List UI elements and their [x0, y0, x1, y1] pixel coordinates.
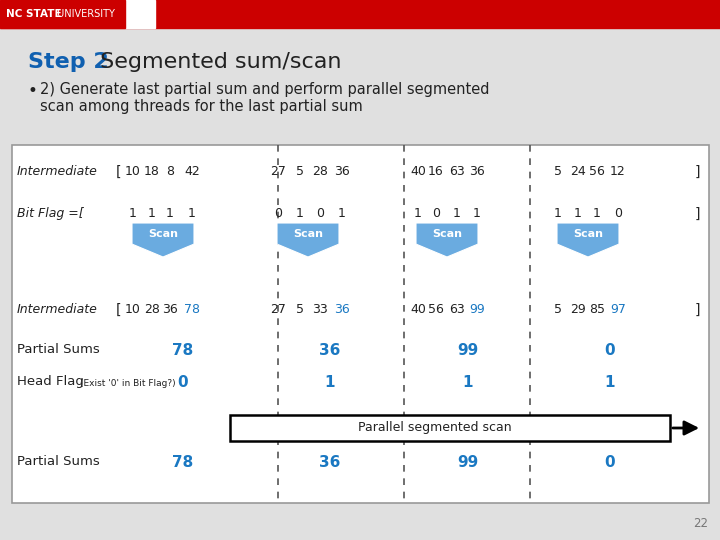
Text: 0: 0: [316, 207, 324, 220]
Text: 36: 36: [319, 455, 341, 470]
Text: ]: ]: [695, 303, 700, 317]
Text: [: [: [116, 303, 122, 317]
Text: 1: 1: [148, 207, 156, 220]
Text: 99: 99: [457, 343, 479, 358]
Text: 36: 36: [319, 343, 341, 358]
Bar: [230, 415, 670, 441]
Polygon shape: [277, 223, 339, 257]
Text: 1: 1: [574, 207, 582, 220]
Text: 40: 40: [410, 165, 426, 178]
Text: 40: 40: [410, 303, 426, 316]
Bar: [0, 0, 155, 28]
Text: Parallel segmented scan: Parallel segmented scan: [358, 422, 512, 435]
Text: 78: 78: [172, 343, 194, 358]
Text: 24: 24: [570, 165, 586, 178]
Text: (Exist '0' in Bit Flag?): (Exist '0' in Bit Flag?): [80, 379, 176, 388]
Text: 1: 1: [473, 207, 481, 220]
Text: 27: 27: [270, 165, 286, 178]
Text: 1: 1: [296, 207, 304, 220]
Text: 36: 36: [334, 303, 350, 316]
Text: 36: 36: [469, 165, 485, 178]
Text: Scan: Scan: [432, 228, 462, 239]
Text: Scan: Scan: [293, 228, 323, 239]
Text: 0: 0: [178, 375, 189, 390]
Text: NC STATE: NC STATE: [6, 9, 62, 19]
Text: 56: 56: [428, 303, 444, 316]
Text: scan among threads for the last partial sum: scan among threads for the last partial …: [40, 99, 363, 114]
Text: Segmented sum/scan: Segmented sum/scan: [93, 52, 341, 72]
Text: 78: 78: [172, 455, 194, 470]
Text: Intermediate: Intermediate: [17, 165, 98, 178]
Text: 12: 12: [610, 165, 626, 178]
Text: 0: 0: [605, 343, 616, 358]
Text: Step 2: Step 2: [28, 52, 109, 72]
Text: 1: 1: [554, 207, 562, 220]
Text: 1: 1: [129, 207, 137, 220]
Text: [: [: [116, 165, 122, 179]
Text: 28: 28: [144, 303, 160, 316]
Text: Scan: Scan: [148, 228, 178, 239]
Text: 0: 0: [614, 207, 622, 220]
Polygon shape: [132, 223, 194, 257]
Text: Intermediate: Intermediate: [17, 303, 98, 316]
Text: 1: 1: [166, 207, 174, 220]
Text: 33: 33: [312, 303, 328, 316]
Text: 29: 29: [570, 303, 586, 316]
Bar: [0, 0, 720, 28]
Text: ]: ]: [695, 165, 700, 179]
Text: 0: 0: [605, 455, 616, 470]
Text: 1: 1: [338, 207, 346, 220]
Text: 10: 10: [125, 165, 141, 178]
Text: Bit Flag =[: Bit Flag =[: [17, 207, 84, 220]
Text: 0: 0: [274, 207, 282, 220]
Text: 56: 56: [589, 165, 605, 178]
Text: 85: 85: [589, 303, 605, 316]
Text: 10: 10: [125, 303, 141, 316]
Text: 1: 1: [325, 375, 336, 390]
Text: 78: 78: [184, 303, 200, 316]
Text: UNIVERSITY: UNIVERSITY: [54, 9, 115, 19]
Bar: [12, 145, 709, 503]
Text: 27: 27: [270, 303, 286, 316]
Text: 18: 18: [144, 165, 160, 178]
Text: 63: 63: [449, 165, 465, 178]
Text: 5: 5: [296, 165, 304, 178]
Text: 1: 1: [453, 207, 461, 220]
Text: 97: 97: [610, 303, 626, 316]
Text: 1: 1: [414, 207, 422, 220]
Polygon shape: [416, 223, 478, 257]
Text: 42: 42: [184, 165, 200, 178]
Text: 1: 1: [188, 207, 196, 220]
Text: 36: 36: [162, 303, 178, 316]
Text: ]: ]: [695, 207, 700, 221]
Bar: [0, 0, 125, 28]
Polygon shape: [557, 223, 619, 257]
Text: 5: 5: [554, 303, 562, 316]
Text: Head Flag: Head Flag: [17, 375, 84, 388]
Text: Partial Sums: Partial Sums: [17, 455, 100, 468]
Text: Partial Sums: Partial Sums: [17, 343, 100, 356]
Text: 16: 16: [428, 165, 444, 178]
Text: 1: 1: [593, 207, 601, 220]
Text: 5: 5: [554, 165, 562, 178]
Text: 8: 8: [166, 165, 174, 178]
Text: 1: 1: [605, 375, 616, 390]
Text: 63: 63: [449, 303, 465, 316]
Text: 5: 5: [296, 303, 304, 316]
Text: 28: 28: [312, 165, 328, 178]
Text: 22: 22: [693, 517, 708, 530]
Text: 99: 99: [457, 455, 479, 470]
Text: Scan: Scan: [573, 228, 603, 239]
Text: 1: 1: [463, 375, 473, 390]
Text: 2) Generate last partial sum and perform parallel segmented: 2) Generate last partial sum and perform…: [40, 82, 490, 97]
Text: 36: 36: [334, 165, 350, 178]
Text: •: •: [28, 82, 38, 100]
Text: 99: 99: [469, 303, 485, 316]
Text: 0: 0: [432, 207, 440, 220]
